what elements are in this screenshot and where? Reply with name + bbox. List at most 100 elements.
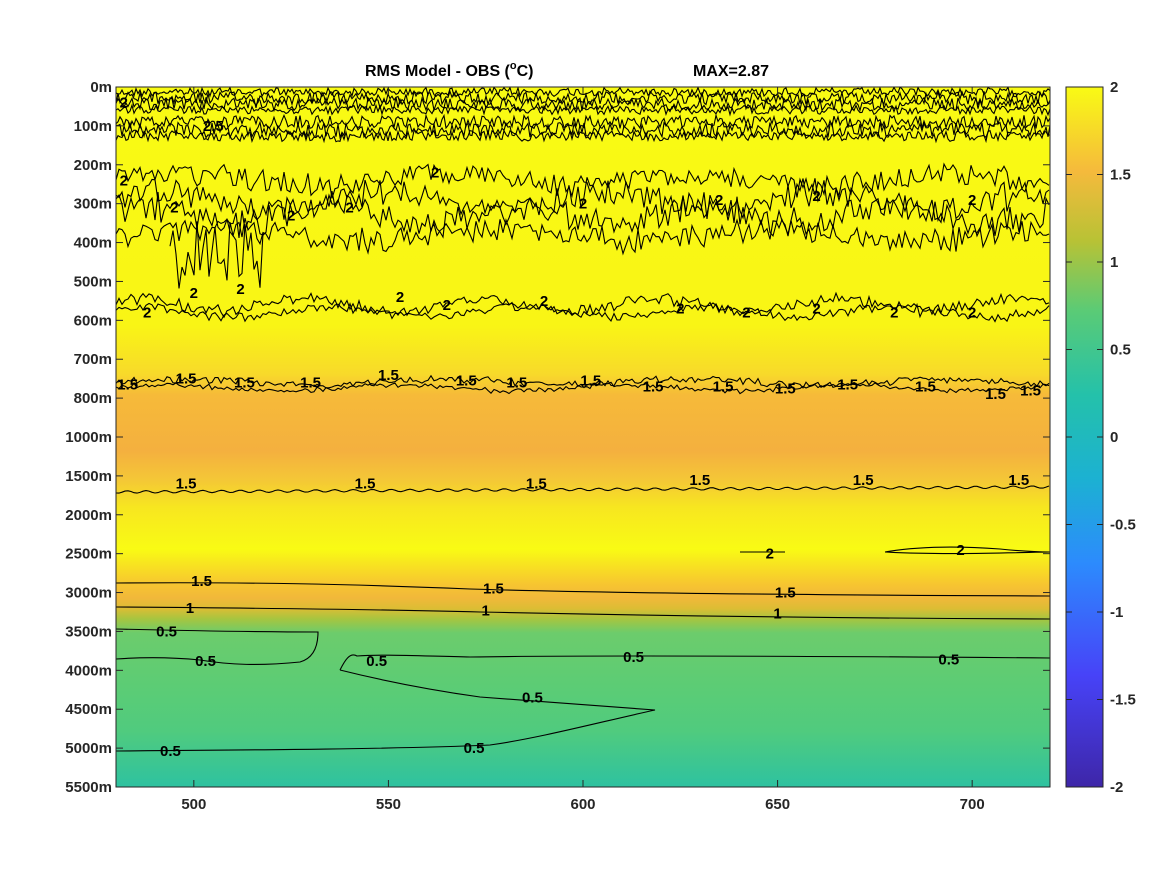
contour-label: 0.5 [623, 649, 644, 666]
contour-line [116, 103, 1050, 117]
y-tick-label: 400m [74, 235, 112, 252]
y-tick-label: 2000m [65, 507, 112, 524]
contour-label: 1.5 [506, 375, 527, 392]
x-tick-label: 700 [960, 796, 985, 813]
contour-label: 0.5 [366, 653, 387, 670]
y-axis-ticks: 0m 100m 200m 300m 400m 500m 600m 700m 800m 1000m 1… [65, 79, 1050, 796]
contour-line [116, 87, 1050, 98]
contour-label: 1.5 [117, 377, 138, 394]
contour-line [116, 582, 1050, 597]
y-tick-label: 200m [74, 157, 112, 174]
contour-label: 2 [236, 281, 244, 298]
contour-label: 2 [968, 305, 976, 322]
x-tick-label: 550 [376, 796, 401, 813]
contour-label: 1.5 [300, 375, 321, 392]
contour-label: 2 [676, 301, 684, 318]
contour-label: 1.5 [378, 367, 399, 384]
x-tick-label: 650 [765, 796, 790, 813]
contour-label: 2 [579, 196, 587, 213]
contour-label: 0.5 [522, 690, 543, 707]
contour-label: 2 [715, 192, 723, 209]
colorbar-tick-label: 2 [1110, 79, 1118, 96]
colorbar-tick-label: -0.5 [1110, 517, 1136, 534]
contour-label: 0.5 [160, 743, 181, 760]
colorbar [1065, 86, 1104, 788]
contour-line [116, 162, 1050, 199]
y-tick-label: 1500m [65, 468, 112, 485]
contour-line [116, 669, 656, 752]
contour-label: 1.5 [355, 476, 376, 493]
contour-label: 1 [186, 600, 194, 617]
contour-line [116, 217, 1050, 256]
contour-label: 2 [120, 172, 128, 189]
contour-label: 1.5 [915, 378, 936, 395]
contour-label: 1.5 [643, 378, 664, 395]
contour-label: 2 [190, 285, 198, 302]
y-tick-label: 2500m [65, 546, 112, 563]
contour-label: 1 [482, 602, 490, 619]
colorbar-tick-label: -2 [1110, 779, 1123, 796]
colorbar-tick-label: 1.5 [1110, 167, 1131, 184]
contour-label: 2 [890, 305, 898, 322]
contour-label: 1.5 [1020, 382, 1041, 399]
y-tick-label: 3000m [65, 585, 112, 602]
contour-line [116, 606, 1050, 620]
y-tick-label: 700m [74, 351, 112, 368]
contour-line [116, 374, 1050, 390]
y-tick-label: 1000m [65, 429, 112, 446]
contour-line [116, 192, 1050, 240]
contour-label: 2 [396, 289, 404, 306]
y-tick-label: 5000m [65, 740, 112, 757]
contour-label: 0.5 [938, 651, 959, 668]
contour-label: 2 [431, 165, 439, 182]
contour-label: 2 [742, 305, 750, 322]
contour-label: 1.5 [580, 373, 601, 390]
y-tick-label: 100m [74, 118, 112, 135]
y-tick-label: 5500m [65, 779, 112, 796]
contour-line [884, 546, 1050, 555]
contour-label: 0.5 [195, 653, 216, 670]
contour-line [169, 221, 264, 289]
contour-label: 1.5 [234, 375, 255, 392]
contour-label: 1 [773, 606, 781, 623]
contour-label: 1.5 [176, 476, 197, 493]
y-tick-label: 600m [74, 312, 112, 329]
contour-label: 1.5 [456, 373, 477, 390]
contour-label: 1.5 [526, 476, 547, 493]
contour-label: 1.5 [985, 386, 1006, 403]
contour-line [116, 291, 1050, 319]
contour-label: 0.5 [156, 623, 177, 640]
contour-label: 1.5 [713, 378, 734, 395]
contour-label: 1.5 [853, 472, 874, 489]
y-tick-label: 3500m [65, 623, 112, 640]
x-tick-label: 600 [570, 796, 595, 813]
colorbar-tick-label: 0 [1110, 429, 1118, 446]
contour-label: 2 [968, 192, 976, 209]
contour-label: 2 [766, 546, 774, 563]
chart-title: RMS Model - OBS (oC) [365, 60, 534, 80]
contour-label: 2 [540, 293, 548, 310]
contour-label: 2.5 [203, 118, 224, 135]
contour-label: 1.5 [176, 371, 197, 388]
contour-label: 0.5 [464, 740, 485, 757]
contour-line [116, 95, 1050, 113]
contour-label: 1.5 [837, 377, 858, 394]
x-tick-label: 500 [181, 796, 206, 813]
max-label: MAX=2.87 [693, 63, 769, 80]
y-tick-label: 0m [90, 79, 112, 96]
contour-label: 2 [956, 542, 964, 559]
contour-line [116, 485, 1050, 494]
contour-line [116, 381, 1050, 395]
contour-label: 1.5 [689, 472, 710, 489]
colorbar-ticks: 2 1.5 1 0.5 0 -0.5 -1 -1.5 -2 [1066, 79, 1136, 796]
contour-line [116, 120, 1050, 140]
colorbar-tick-label: 1 [1110, 254, 1118, 271]
y-tick-label: 4000m [65, 662, 112, 679]
contour-line [116, 628, 319, 665]
x-axis-ticks: 500 550 600 650 700 [181, 87, 985, 813]
contour-label: 1.5 [775, 380, 796, 397]
contour-label: 2 [345, 200, 353, 217]
heatmap-field [116, 87, 1050, 787]
contour-line [116, 129, 1050, 144]
